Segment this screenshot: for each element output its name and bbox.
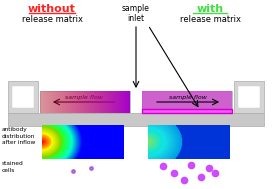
Text: antibody
distribution
after inflow: antibody distribution after inflow bbox=[2, 127, 35, 145]
Text: without: without bbox=[28, 4, 76, 14]
Bar bbox=[12, 86, 34, 108]
Bar bbox=[234, 81, 264, 113]
Bar bbox=[238, 86, 260, 108]
Bar bbox=[142, 91, 232, 113]
Bar bbox=[142, 109, 232, 113]
Text: with: with bbox=[196, 4, 224, 14]
Bar bbox=[40, 91, 130, 113]
Text: stained
cells: stained cells bbox=[2, 161, 24, 173]
Text: release matrix: release matrix bbox=[180, 15, 240, 24]
Text: release matrix: release matrix bbox=[21, 15, 82, 24]
Text: sample
inlet: sample inlet bbox=[122, 4, 150, 23]
Bar bbox=[142, 91, 232, 113]
Text: sample flow: sample flow bbox=[169, 94, 207, 99]
Text: sample flow: sample flow bbox=[65, 94, 103, 99]
Bar bbox=[8, 113, 264, 126]
Bar bbox=[8, 81, 38, 113]
